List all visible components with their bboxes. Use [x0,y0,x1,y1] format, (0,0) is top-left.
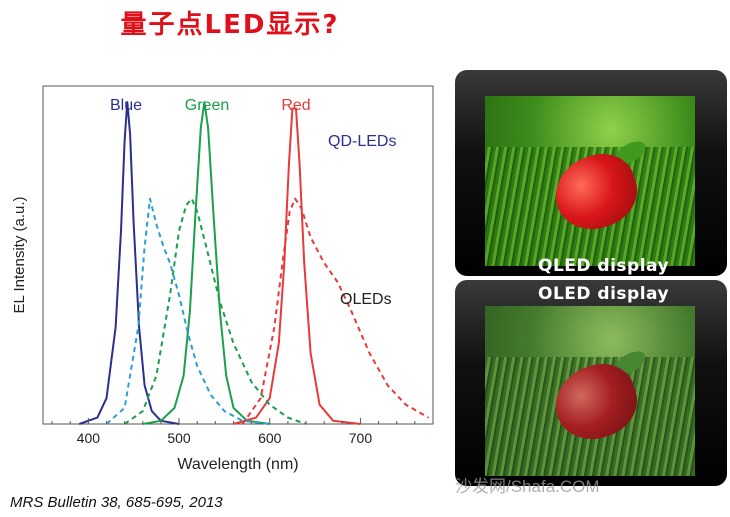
qd-leds-annotation: QD-LEDs [328,133,396,150]
qled-display-label: QLED display [538,256,670,276]
series-oleds-green-line [124,197,307,425]
series-qdleds-red-line [233,107,361,425]
series-qdleds-green-line [142,101,270,425]
x-tick-label: 600 [258,430,282,446]
watermark: 沙发网/Shafa.COM [455,477,600,496]
peak-label-blue: Blue [110,97,142,114]
series-qdleds-blue-line [78,101,180,425]
oled-display-label: OLED display [538,284,670,304]
oled-screen-image [485,306,695,476]
peak-label-red: Red [281,97,310,114]
y-axis-label: EL Intensity (a.u.) [11,196,28,313]
qled-screen-image [485,96,695,266]
x-tick-label: 500 [167,430,191,446]
spectrum-chart: 400 500 600 700 Wavelength (nm) EL Intensit… [11,85,434,473]
qled-display-panel [455,70,727,276]
slide-title: 量子点LED显示? [120,10,340,40]
x-tick-label: 700 [349,430,373,446]
plot-area [42,85,434,425]
peak-label-green: Green [185,97,229,114]
citation: MRS Bulletin 38, 685-695, 2013 [10,494,223,511]
x-tick-label: 400 [77,430,101,446]
x-axis-label: Wavelength (nm) [177,456,298,473]
oleds-annotation: OLEDs [340,291,392,308]
oled-display-panel [455,280,727,486]
series-oleds-red-line [241,197,429,425]
